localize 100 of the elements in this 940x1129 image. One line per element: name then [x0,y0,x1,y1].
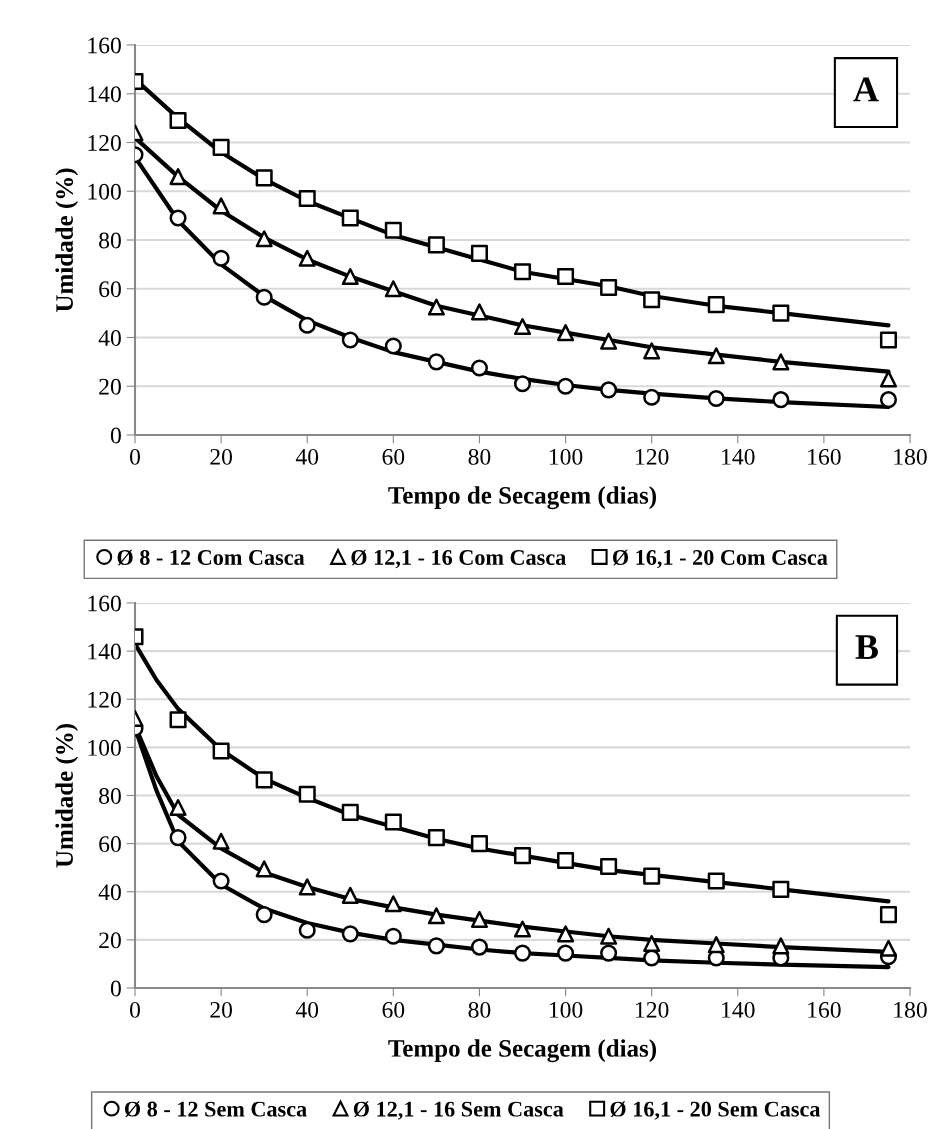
point [879,906,898,924]
point [600,332,618,350]
point [879,939,898,957]
annotation: A [853,77,879,102]
y-tick-label: 140 [88,643,121,660]
x-tick-label: 20 [210,448,233,465]
x-tick-label: 0 [130,1001,140,1018]
point [384,280,402,298]
point [427,937,445,955]
point [557,377,575,395]
point [643,388,661,406]
point [255,906,273,924]
point [772,353,790,371]
point [427,353,445,371]
point [643,342,661,360]
point [169,711,187,729]
point [255,169,273,187]
point [298,316,316,334]
y-tick-label: 80 [99,232,121,249]
legend-label: Ø 16,1 - 20 Sem Casca [610,1101,821,1120]
point [513,375,532,393]
point [470,910,488,928]
point [643,291,661,309]
point [557,268,575,286]
point [255,771,273,789]
point [513,847,532,865]
annotation: B [855,635,878,659]
point [212,197,230,215]
point [707,296,725,314]
point [255,288,273,306]
point [772,391,790,409]
point [772,880,790,898]
point [600,857,618,876]
y-tick-label: 60 [99,281,121,298]
x-axis-title: Tempo de Secagem (dias) [388,1039,657,1063]
point [298,785,316,803]
point [707,936,725,954]
point [513,318,532,336]
point [341,268,359,286]
y-tick-label: 160 [88,595,121,612]
point [707,389,725,407]
x-tick-label: 120 [636,448,669,465]
x-tick-label: 160 [808,448,841,465]
point [470,835,488,853]
legend-label: Ø 16,1 - 20 Com Casca [612,549,828,569]
x-tick-label: 100 [549,1001,583,1018]
x-tick-label: 180 [894,1001,927,1018]
x-tick-label: 80 [468,448,491,465]
point [384,337,402,355]
point [169,168,187,186]
point [384,895,402,913]
x-tick-label: 40 [295,448,319,465]
x-tick-label: 180 [894,448,927,465]
point [384,927,402,945]
x-tick-label: 40 [295,1001,319,1018]
point [513,263,532,281]
x-tick-label: 60 [382,448,405,465]
point [557,324,575,342]
point [879,331,898,349]
point [255,230,273,248]
x-axis-title: Tempo de Secagem (dias) [388,486,657,510]
point [341,886,359,904]
y-tick-label: 0 [110,980,121,997]
point [427,907,445,925]
point [212,138,230,156]
point [169,829,187,847]
point [298,249,316,267]
point [470,359,488,377]
point [212,872,230,890]
x-tick-label: 20 [210,1001,233,1018]
x-tick-label: 120 [636,1001,669,1018]
y-tick-label: 40 [98,329,121,346]
point [169,209,187,227]
x-tick-label: 140 [722,1001,755,1018]
point [341,331,359,349]
y-tick-label: 20 [99,378,121,395]
y-tick-label: 140 [88,86,121,103]
y-tick-label: 160 [88,37,121,54]
point [772,937,790,955]
legend-label: Ø 8 - 12 Com Casca [117,549,305,566]
y-axis-title: Umidade (%) [55,724,79,868]
point [707,872,725,890]
point [341,803,359,821]
point [470,938,488,956]
point [169,112,187,130]
point [341,925,359,943]
point [513,944,532,962]
y-tick-label: 80 [99,787,121,804]
point [255,860,273,878]
point [384,221,402,239]
point [212,742,230,760]
point [600,381,618,399]
x-tick-label: 160 [808,1001,841,1018]
legend-label: Ø 8 - 12 Sem Casca [124,1101,307,1117]
point [600,279,618,297]
point [427,298,445,316]
y-axis-title: Umidade (%) [55,168,79,312]
point [169,799,187,817]
point [557,944,575,962]
x-tick-label: 140 [722,448,755,465]
